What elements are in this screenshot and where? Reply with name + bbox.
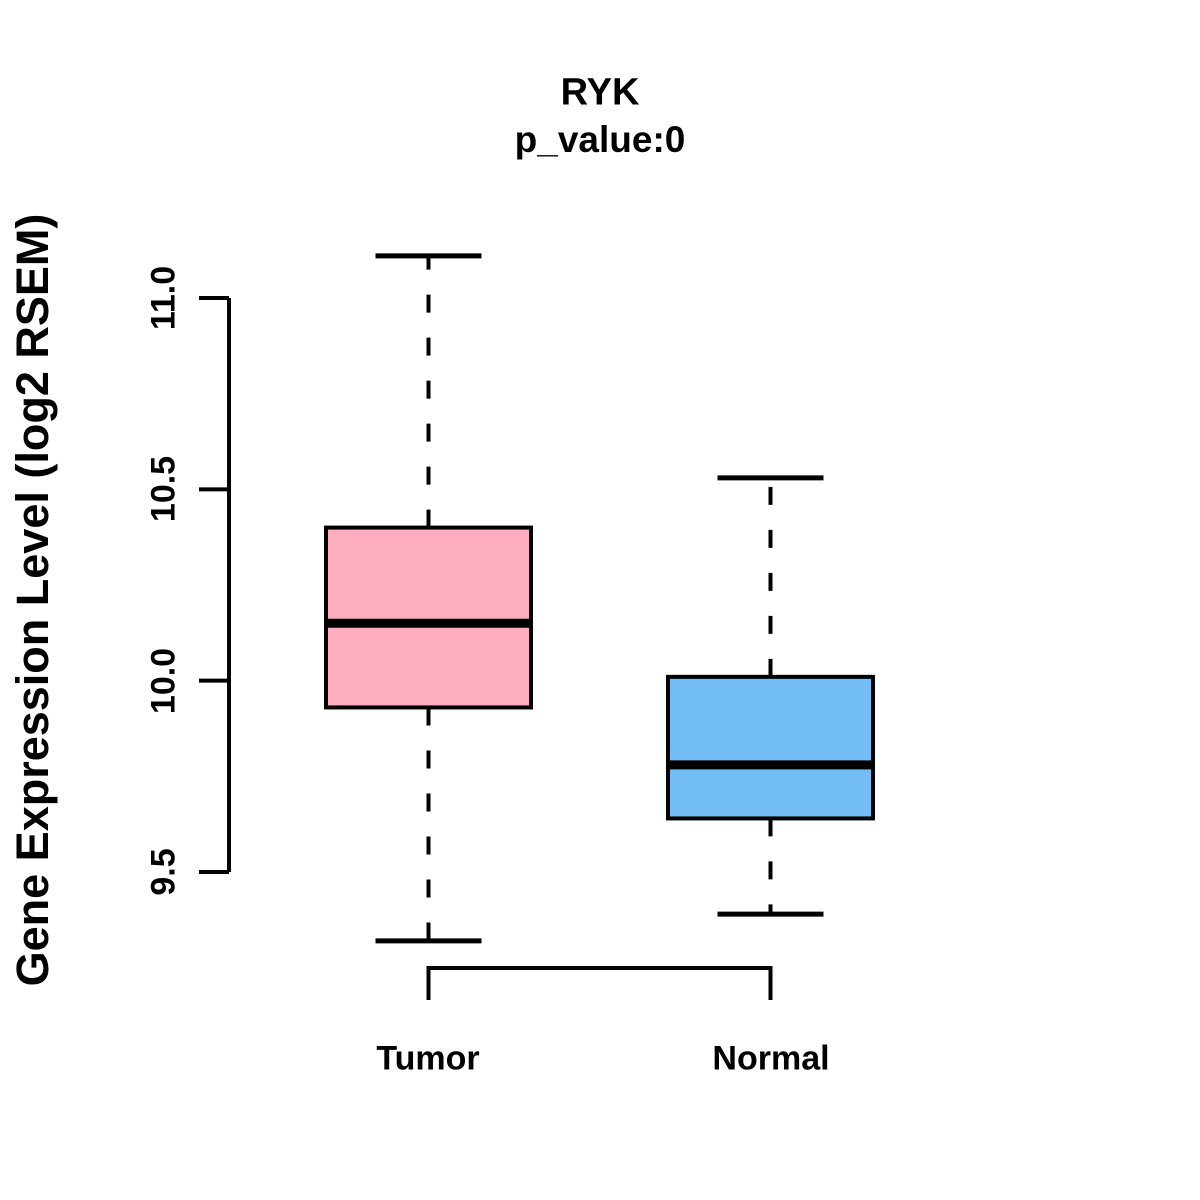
x-category-label-tumor: Tumor — [376, 1039, 480, 1078]
chart-title: RYK — [560, 71, 640, 114]
y-tick-label: 9.5 — [144, 848, 183, 896]
y-tick-label: 10.5 — [144, 455, 183, 523]
x-axis-bracket — [426, 966, 773, 1000]
tumor-box — [324, 525, 533, 710]
y-tick-label: 11.0 — [144, 265, 183, 331]
y-axis-label: Gene Expression Level (log2 RSEM) — [7, 213, 58, 987]
chart-subtitle: p_value:0 — [514, 119, 686, 160]
normal-box — [666, 674, 875, 821]
y-tick-label: 10.0 — [144, 647, 183, 715]
x-category-label-normal: Normal — [712, 1039, 830, 1078]
